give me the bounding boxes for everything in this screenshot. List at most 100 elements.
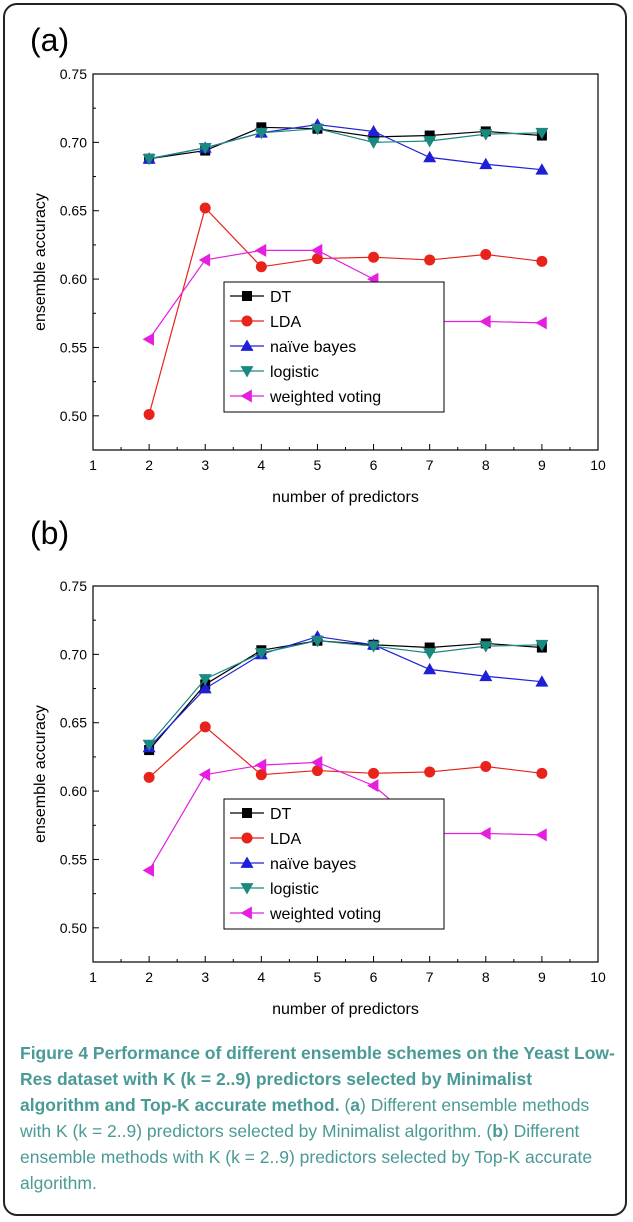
data-point-weighted-voting-a	[310, 243, 323, 257]
data-point-na-ve-bayes-a	[479, 157, 493, 170]
data-point-na-ve-bayes-b	[535, 675, 549, 687]
data-point-logistic-a	[479, 129, 493, 141]
legend-label-dt-b: DT	[270, 806, 292, 823]
data-point-logistic-a	[535, 127, 549, 140]
data-point-logistic-b	[479, 641, 493, 653]
data-point-lda-b	[536, 767, 548, 779]
legend-marker-weighted-voting-a	[240, 389, 252, 403]
y-axis-title-a: ensemble accuracy	[32, 193, 49, 331]
x-tick-label-a: 9	[538, 457, 546, 473]
panel-label-a: (a)	[30, 22, 70, 58]
data-point-weighted-voting-b	[142, 863, 154, 877]
y-tick-label-b: 0.65	[60, 715, 87, 731]
data-point-logistic-a	[254, 127, 268, 140]
chart-panel-a: 1 2 3 4 5 6 7 8 9 10 0.50 0.55 0.60 0.65 0.70 0.75 numbe…	[32, 66, 606, 506]
x-tick-label-a: 10	[590, 457, 606, 473]
x-tick-label-a: 5	[314, 457, 322, 473]
x-tick-label-a: 8	[482, 457, 490, 473]
y-tick-label-b: 0.75	[60, 578, 87, 594]
data-point-lda-b	[424, 766, 436, 778]
y-tick-label-a: 0.55	[60, 339, 87, 355]
legend-label-lda-a: LDA	[270, 314, 301, 331]
data-point-weighted-voting-a	[198, 253, 211, 267]
data-point-na-ve-bayes-a	[367, 124, 381, 137]
data-point-logistic-a	[142, 153, 156, 166]
figure-caption: Figure 4 Performance of different ensemb…	[20, 1040, 616, 1196]
series-line-lda-b	[148, 726, 542, 778]
figure-frame	[3, 3, 627, 1216]
legend-label-na-ve-bayes-a: naïve bayes	[270, 339, 356, 356]
data-point-lda-a	[368, 251, 380, 263]
data-point-lda-b	[480, 760, 492, 772]
series-line-dt-b	[148, 640, 542, 751]
y-tick-label-b: 0.70	[60, 646, 87, 662]
data-point-weighted-voting-a	[479, 314, 491, 328]
data-point-logistic-b	[535, 639, 549, 652]
data-point-logistic-a	[367, 137, 381, 149]
data-point-weighted-voting-a	[254, 243, 267, 257]
data-point-lda-b	[199, 721, 211, 733]
y-tick-label-a: 0.70	[60, 134, 87, 150]
x-tick-label-a: 4	[257, 457, 265, 473]
series-line-lda-a	[148, 206, 542, 415]
data-point-lda-a	[424, 254, 436, 266]
data-point-weighted-voting-b	[254, 758, 267, 772]
x-tick-label-b: 1	[89, 969, 97, 985]
data-point-lda-a	[143, 408, 155, 420]
data-point-lda-b	[255, 769, 267, 781]
data-point-weighted-voting-a	[535, 316, 547, 330]
x-tick-label-a: 7	[426, 457, 434, 473]
legend-marker-logistic-a	[240, 366, 254, 378]
data-point-logistic-a	[423, 136, 437, 148]
data-point-dt-b	[424, 642, 435, 653]
caption-part-b-letter: b	[492, 1121, 503, 1141]
y-tick-label-a: 0.50	[60, 408, 87, 424]
legend-marker-dt-b	[242, 808, 252, 818]
data-point-logistic-b	[423, 648, 437, 660]
caption-part-b-open: (	[481, 1121, 493, 1141]
data-point-weighted-voting-a	[142, 332, 154, 346]
y-tick-label-b: 0.55	[60, 851, 87, 867]
data-point-weighted-voting-b	[479, 826, 491, 840]
x-tick-label-b: 5	[314, 969, 322, 985]
series-line-logistic-b	[148, 640, 542, 745]
legend-box-a	[223, 281, 445, 413]
y-axis-title-b: ensemble accuracy	[32, 705, 49, 843]
x-tick-label-b: 2	[145, 969, 153, 985]
data-point-weighted-voting-b	[310, 755, 323, 769]
x-tick-label-a: 3	[201, 457, 209, 473]
legend-marker-weighted-voting-b	[240, 906, 252, 920]
data-point-logistic-a	[198, 142, 212, 155]
x-tick-label-b: 7	[426, 969, 434, 985]
data-point-lda-a	[536, 255, 548, 267]
legend-marker-dt-a	[242, 291, 252, 301]
legend-box-b	[223, 798, 445, 930]
series-line-dt-a	[149, 126, 542, 160]
data-point-na-ve-bayes-b	[423, 662, 437, 675]
x-tick-label-b: 9	[538, 969, 546, 985]
data-point-lda-b	[368, 767, 380, 779]
data-point-na-ve-bayes-b	[198, 682, 212, 694]
legend-marker-lda-a	[241, 315, 253, 327]
data-point-lda-b	[311, 765, 323, 777]
caption-part-a-open: (	[344, 1095, 351, 1115]
caption-part-a-text: ) Different ensemble methods with K (k =…	[20, 1095, 590, 1141]
y-tick-label-a: 0.60	[60, 271, 87, 287]
legend-marker-na-ve-bayes-a	[240, 339, 254, 351]
x-tick-label-b: 4	[257, 969, 265, 985]
data-point-na-ve-bayes-b	[479, 669, 493, 682]
data-point-dt-a	[424, 130, 435, 141]
y-tick-label-a: 0.65	[60, 203, 87, 219]
y-tick-label-a: 0.75	[60, 66, 87, 82]
data-point-logistic-b	[198, 674, 212, 686]
data-point-lda-b	[143, 771, 155, 783]
data-point-logistic-b	[310, 635, 324, 648]
data-point-logistic-b	[367, 641, 381, 653]
legend-marker-lda-b	[241, 832, 253, 844]
series-line-weighted-voting-b	[148, 761, 542, 871]
y-tick-label-b: 0.50	[60, 920, 87, 936]
x-tick-label-a: 2	[145, 457, 153, 473]
data-point-logistic-a	[310, 123, 324, 136]
series-line-na-ve-bayes-b	[148, 635, 542, 748]
legend-marker-logistic-b	[240, 883, 254, 895]
